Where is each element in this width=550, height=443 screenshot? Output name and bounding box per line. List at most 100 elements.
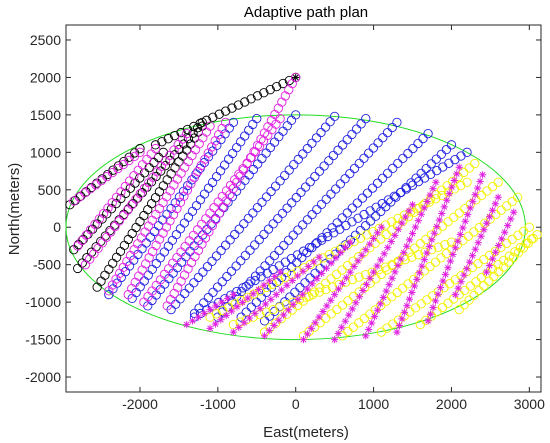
data-point-circle xyxy=(320,278,331,288)
data-point-circle xyxy=(387,292,397,302)
data-point-circle xyxy=(528,233,538,244)
data-point-asterisk xyxy=(453,170,461,178)
y-tick-label: 2500 xyxy=(30,32,61,48)
data-point-asterisk xyxy=(387,237,395,246)
data-point-circle xyxy=(300,182,311,192)
data-point-circle xyxy=(268,279,278,289)
data-point-asterisk xyxy=(398,219,406,227)
x-axis-label: East(meters) xyxy=(263,424,349,441)
data-point-circle xyxy=(83,229,93,239)
data-point-circle xyxy=(172,203,182,214)
data-point-circle xyxy=(275,302,285,312)
data-point-asterisk xyxy=(469,197,477,205)
data-point-asterisk xyxy=(331,291,339,299)
data-point-circle xyxy=(146,149,156,159)
data-point-circle xyxy=(432,165,442,176)
data-point-circle xyxy=(355,233,366,243)
data-point-asterisk xyxy=(510,208,518,216)
data-point-circle xyxy=(355,225,366,236)
data-point-circle xyxy=(362,230,372,240)
data-point-circle xyxy=(198,267,208,277)
data-point-asterisk xyxy=(408,229,417,238)
y-tick-label: -1500 xyxy=(25,332,61,348)
data-point-asterisk xyxy=(483,219,491,227)
data-point-asterisk xyxy=(327,296,335,304)
data-point-asterisk xyxy=(331,335,339,344)
data-point-asterisk xyxy=(311,319,319,327)
data-point-circle xyxy=(246,302,256,312)
data-point-circle xyxy=(150,140,161,150)
data-point-asterisk xyxy=(228,307,236,315)
data-point-circle xyxy=(335,179,346,189)
data-point-asterisk xyxy=(478,171,487,179)
data-point-circle xyxy=(250,271,261,281)
data-point-circle xyxy=(332,218,342,228)
data-point-circle xyxy=(195,118,205,129)
data-point-circle xyxy=(465,281,476,291)
data-point-circle xyxy=(327,223,337,233)
data-point-circle xyxy=(193,272,204,283)
data-point-asterisk xyxy=(337,249,345,257)
data-point-circle xyxy=(255,266,265,276)
data-point-circle xyxy=(154,234,165,244)
data-point-circle xyxy=(222,271,232,282)
data-point-asterisk xyxy=(445,190,453,198)
data-point-circle xyxy=(382,265,392,275)
data-point-circle xyxy=(469,290,479,301)
data-point-circle xyxy=(381,202,391,212)
data-point-asterisk xyxy=(426,310,435,318)
data-point-asterisk xyxy=(276,268,284,276)
data-point-asterisk xyxy=(245,314,254,322)
data-point-circle xyxy=(463,231,474,241)
data-point-circle xyxy=(144,253,154,263)
data-point-circle xyxy=(161,222,172,232)
data-point-circle xyxy=(460,285,470,296)
data-point-asterisk xyxy=(217,316,225,324)
data-point-asterisk xyxy=(284,306,292,314)
data-point-circle xyxy=(473,258,483,269)
data-point-circle xyxy=(288,230,298,240)
data-point-asterisk xyxy=(299,290,307,298)
data-point-circle xyxy=(147,215,157,225)
data-point-circle xyxy=(269,137,280,147)
data-point-circle xyxy=(100,270,110,280)
series-5 xyxy=(292,73,300,82)
data-point-circle xyxy=(302,215,313,225)
data-point-asterisk xyxy=(382,287,390,295)
data-point-circle xyxy=(186,257,197,268)
data-point-circle xyxy=(295,282,305,293)
data-point-circle xyxy=(337,140,348,150)
data-point-circle xyxy=(503,257,514,267)
data-point-circle xyxy=(216,245,226,256)
data-point-asterisk xyxy=(342,274,350,282)
data-point-asterisk xyxy=(411,223,420,231)
data-point-circle xyxy=(502,201,512,211)
data-point-circle xyxy=(273,103,284,113)
data-point-circle xyxy=(275,176,285,186)
data-point-circle xyxy=(211,171,222,182)
data-point-asterisk xyxy=(415,269,423,277)
data-point-asterisk xyxy=(315,313,323,321)
data-point-circle xyxy=(254,235,264,245)
data-point-circle xyxy=(214,130,224,140)
data-point-circle xyxy=(135,143,145,154)
data-point-circle xyxy=(459,300,469,310)
data-point-asterisk xyxy=(275,316,283,324)
data-point-circle xyxy=(257,153,267,164)
y-axis-label: North(meters) xyxy=(6,163,23,256)
data-point-asterisk xyxy=(240,319,248,327)
data-point-circle xyxy=(444,158,454,168)
data-point-asterisk xyxy=(376,300,384,308)
x-tick-label: -2000 xyxy=(122,396,158,412)
data-point-asterisk xyxy=(482,268,491,276)
data-point-asterisk xyxy=(294,295,302,304)
data-point-circle xyxy=(199,298,209,308)
data-point-circle xyxy=(377,198,387,209)
data-point-asterisk xyxy=(418,262,426,270)
data-point-asterisk xyxy=(426,191,434,199)
data-point-asterisk xyxy=(501,228,509,236)
data-point-asterisk xyxy=(443,196,451,204)
data-point-circle xyxy=(422,295,432,305)
data-point-asterisk xyxy=(424,317,432,325)
